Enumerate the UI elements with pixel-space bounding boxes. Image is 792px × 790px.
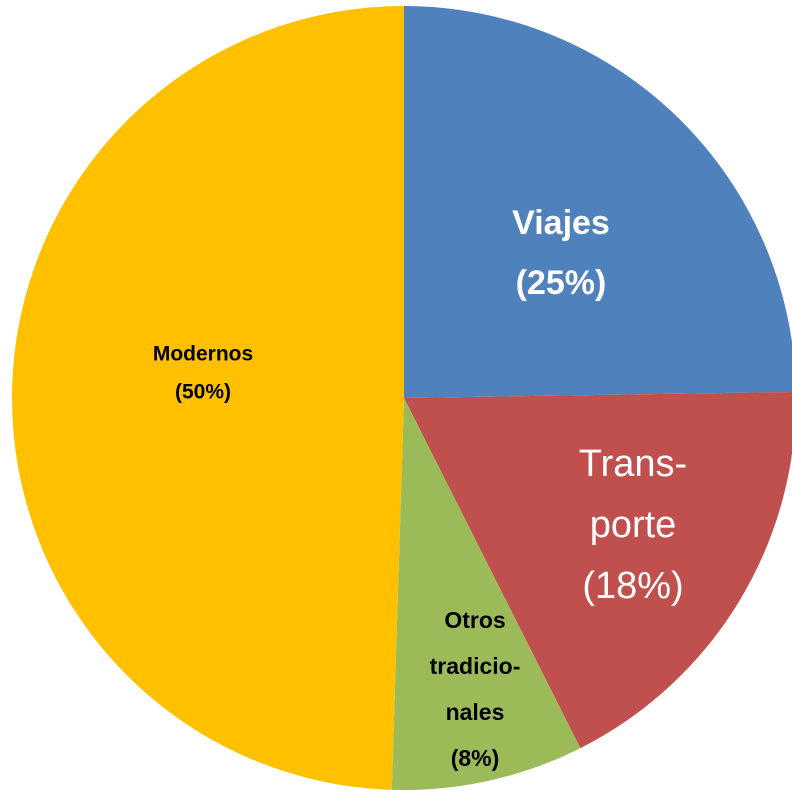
slice-label: tradicio- — [430, 653, 521, 679]
pie-slice — [12, 6, 405, 790]
slice-label: Trans- — [579, 443, 687, 485]
slice-label: Modernos — [153, 343, 253, 366]
slice-value-label: (50%) — [175, 381, 231, 404]
slice-value-label: (18%) — [582, 565, 683, 607]
slice-label: Otros — [444, 607, 505, 633]
pie-slice — [404, 391, 792, 749]
slice-label: nales — [446, 699, 505, 725]
slice-label: porte — [590, 504, 677, 546]
slice-value-label: (25%) — [516, 264, 607, 302]
slice-label: Viajes — [512, 204, 610, 242]
pie-slice — [404, 6, 792, 398]
pie-slice — [391, 398, 581, 790]
slice-value-label: (8%) — [451, 745, 500, 771]
